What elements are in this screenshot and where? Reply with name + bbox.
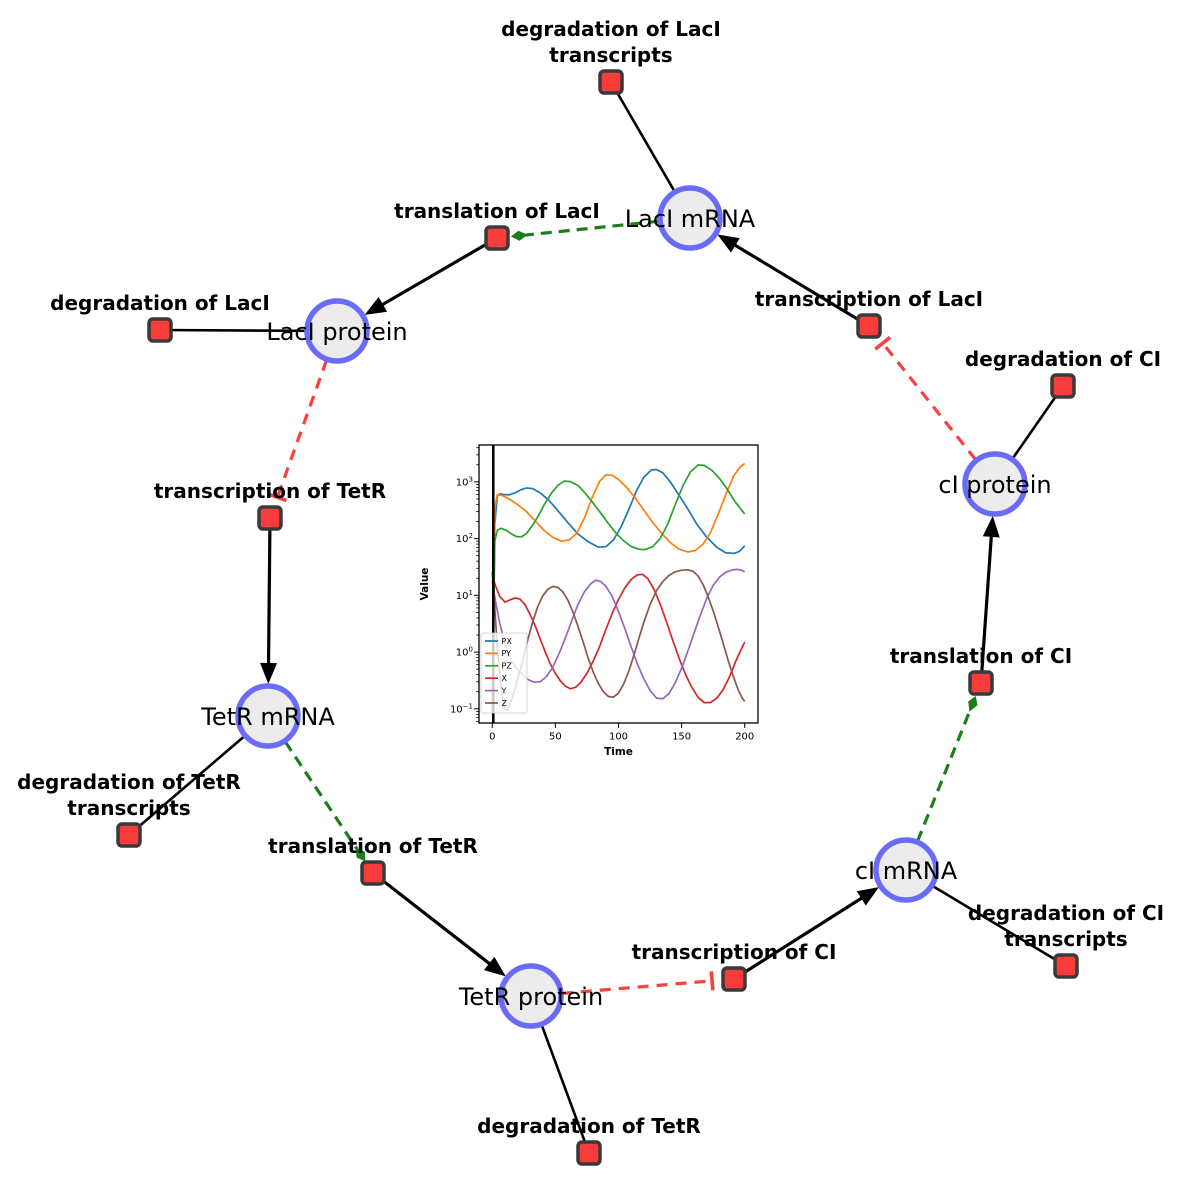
series-line-Z: [491, 568, 746, 711]
reaction-node-txn_ci: [721, 966, 747, 992]
diamond-arrowhead-laci_mrna-tln_laci: [510, 230, 528, 241]
x-tick-label: 100: [609, 732, 628, 743]
reaction-node-tln_laci: [484, 225, 510, 251]
legend-label-Z: Z: [502, 699, 508, 708]
chart-legend: PX PY PZ XYZ: [480, 632, 528, 714]
inset-chart-plot: PX PY PZ XYZ 0 50 100 150 200 103 102 101 100 10−1 Tim…: [419, 444, 759, 758]
species-node-laci_protein: [304, 298, 370, 364]
x-tick-label: 0: [489, 732, 495, 743]
reaction-label-tln_ci: translation of CI: [890, 644, 1072, 668]
reaction-node-txn_tetr: [257, 505, 283, 531]
reaction-node-deg_laci: [147, 317, 173, 343]
reaction-label-txn_ci: transcription of CI: [632, 940, 837, 964]
edge-catalysis-laci_mrna-tln_laci: [525, 219, 660, 237]
x-tick-label: 200: [735, 732, 754, 743]
reaction-label-deg_tetr_tx: degradation of TetR: [17, 770, 241, 794]
species-label-ci_mrna: cI mRNA: [855, 857, 958, 885]
reaction-node-deg_ci: [1050, 373, 1076, 399]
y-tick-label: 100: [456, 646, 473, 659]
diamond-arrowhead-tetr_mrna-tln_tetr: [355, 847, 366, 862]
reaction-label-deg_laci: degradation of LacI: [50, 291, 270, 315]
edge-production-txn_ci-ci_mrna: [733, 891, 872, 981]
edge-inhibition-tetr_protein-txn_ci: [561, 979, 713, 996]
edge-production-tln_tetr-tetr_protein: [372, 871, 499, 972]
species-node-laci_mrna: [657, 185, 723, 251]
species-label-laci_protein: LacI protein: [266, 318, 407, 346]
series-line-PX: [491, 468, 746, 712]
edge-production-tln_ci-ci_protein: [979, 525, 994, 684]
inhibition-tee-tetr_protein-txn_ci: [709, 971, 715, 991]
species-node-tetr_mrna: [235, 683, 301, 749]
legend-label-Y: Y: [501, 686, 507, 695]
reaction-label-deg_tetr: degradation of TetR: [477, 1114, 701, 1138]
arrowhead-txn_ci-ci_mrna: [856, 887, 879, 906]
diamond-arrowhead-ci_mrna-tln_ci: [968, 695, 978, 712]
edge-catalysis-tetr_mrna-tln_tetr: [283, 740, 359, 850]
series-line-PY: [491, 462, 746, 712]
reaction-node-deg_laci_tx: [598, 69, 624, 95]
species-label-tetr_protein: TetR protein: [458, 983, 603, 1011]
reaction-node-txn_laci: [856, 313, 882, 339]
y-tick-label: 101: [456, 589, 473, 602]
species-node-ci_protein: [962, 451, 1028, 517]
arrowhead-txn_tetr-tetr_mrna: [260, 662, 278, 685]
reaction-node-deg_tetr_tx: [116, 822, 142, 848]
species-node-ci_mrna: [873, 837, 939, 903]
chart-y-axis-label: Value: [419, 568, 431, 601]
edges-layer: [128, 81, 1067, 1154]
inset-chart: PX PY PZ X Y Z 0 50 100 150 200 103 102 101 100 10−1 Tim…: [415, 424, 775, 769]
arrowhead-txn_laci-laci_mrna: [717, 234, 740, 253]
series-line-PZ: [491, 464, 746, 712]
reaction-node-tln_ci: [968, 670, 994, 696]
x-tick-label: 50: [549, 732, 562, 743]
reaction-label-deg_ci: degradation of CI: [965, 347, 1161, 371]
reaction-label-deg_laci_tx: degradation of LacI: [501, 17, 721, 41]
inhibition-tee-ci_protein-txn_laci: [874, 335, 892, 351]
legend-label-PY: PY: [502, 649, 512, 658]
y-tick-label: 103: [456, 475, 473, 488]
edge-inhibition-ci_protein-txn_laci: [881, 342, 977, 461]
chart-x-axis-label: Time: [604, 746, 633, 758]
reaction-label-txn_laci: transcription of LacI: [755, 287, 983, 311]
reaction-label-tln_laci: translation of LacI: [394, 199, 600, 223]
reaction-label-deg_ci_tx: transcripts: [1004, 927, 1127, 951]
legend-label-X: X: [502, 674, 508, 683]
reaction-label-deg_laci_tx: transcripts: [549, 43, 672, 67]
reaction-label-deg_tetr_tx: transcripts: [67, 796, 190, 820]
arrowhead-tln_laci-laci_protein: [364, 297, 388, 315]
species-label-ci_protein: cI protein: [938, 471, 1051, 499]
series-line-X: [491, 573, 746, 704]
legend-label-PX: PX: [502, 637, 513, 646]
arrowhead-tln_tetr-tetr_protein: [483, 956, 506, 977]
reaction-label-deg_ci_tx: degradation of CI: [968, 901, 1164, 925]
nodes-layer: [116, 69, 1079, 1166]
chart-series-layer: [491, 462, 746, 712]
inhibition-tee-laci_protein-txn_tetr: [267, 492, 287, 503]
legend-label-PZ: PZ: [502, 662, 513, 671]
series-line-Y: [491, 568, 746, 700]
labels-layer: LacI mRNA LacI protein TetR mRNA TetR prote…: [17, 17, 1164, 1138]
x-tick-label: 150: [672, 732, 691, 743]
arrowhead-tln_ci-ci_protein: [982, 515, 1000, 538]
reaction-node-deg_ci_tx: [1053, 953, 1079, 979]
reaction-node-tln_tetr: [360, 860, 386, 886]
edge-catalysis-ci_mrna-tln_ci: [916, 709, 972, 842]
edge-production-txn_tetr-tetr_mrna: [266, 517, 272, 675]
edge-inhibition-laci_protein-txn_tetr: [275, 359, 329, 498]
reaction-node-deg_tetr: [576, 1140, 602, 1166]
edge-production-txn_laci-laci_mrna: [725, 238, 870, 328]
y-tick-label: 10−1: [450, 702, 473, 715]
species-label-tetr_mrna: TetR mRNA: [200, 703, 335, 731]
edge-production-tln_laci-laci_protein: [372, 236, 498, 312]
species-label-laci_mrna: LacI mRNA: [625, 205, 756, 233]
reaction-label-tln_tetr: translation of TetR: [268, 834, 478, 858]
y-tick-label: 102: [456, 532, 473, 545]
species-node-tetr_protein: [498, 963, 564, 1029]
reaction-label-txn_tetr: transcription of TetR: [154, 479, 386, 503]
